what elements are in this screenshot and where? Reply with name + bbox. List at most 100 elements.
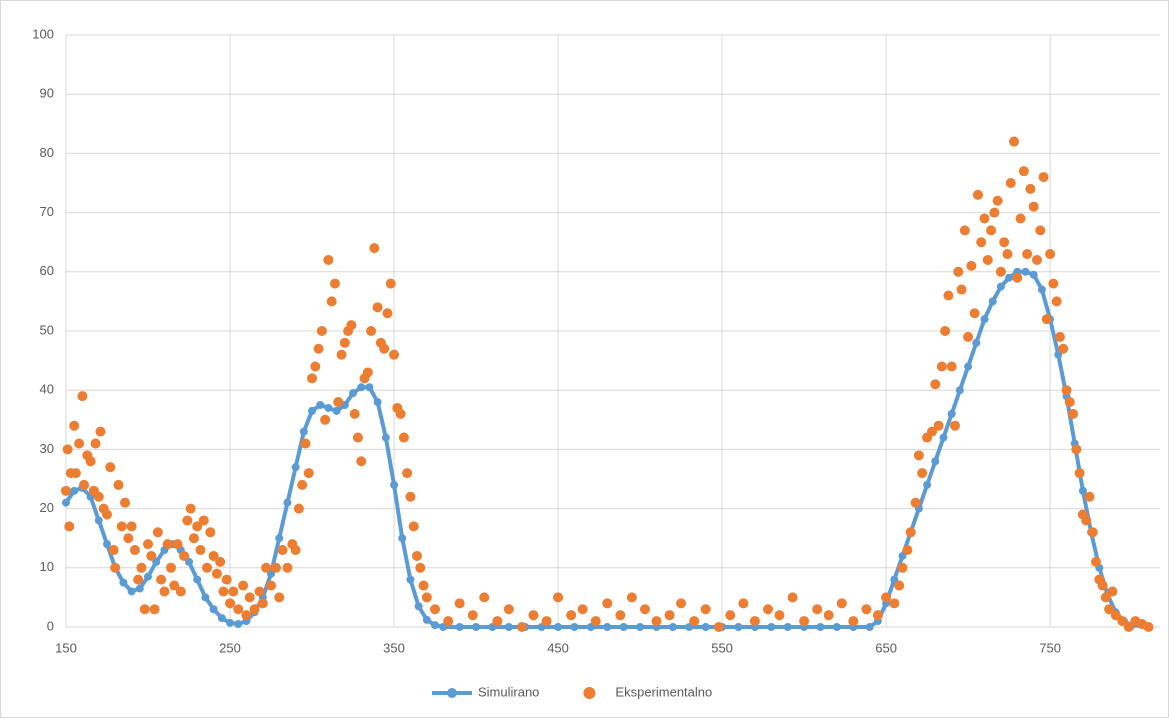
data-point: [1097, 580, 1108, 591]
data-point: [198, 515, 209, 526]
data-point: [799, 616, 810, 627]
marks-layer: [61, 136, 1154, 632]
data-point: [69, 420, 80, 431]
data-point: [249, 604, 260, 615]
data-point: [352, 432, 363, 443]
data-point: [676, 598, 687, 609]
data-point: [787, 592, 798, 603]
data-point: [316, 401, 325, 409]
data-point: [313, 343, 324, 354]
data-point: [865, 623, 874, 631]
data-point: [61, 485, 71, 496]
data-point: [275, 534, 284, 543]
data-point: [398, 432, 409, 443]
y-tick-label: 70: [40, 204, 54, 219]
data-point: [783, 623, 792, 631]
data-point: [1012, 272, 1023, 283]
data-point: [615, 610, 626, 621]
data-point: [504, 623, 513, 631]
data-point: [897, 562, 908, 573]
data-point: [144, 572, 153, 581]
data-point: [274, 592, 285, 603]
data-point: [1038, 172, 1049, 183]
data-point: [333, 397, 344, 408]
data-point: [169, 580, 180, 591]
data-point: [516, 622, 527, 632]
data-point: [102, 509, 113, 520]
data-point: [668, 623, 677, 631]
data-point: [1054, 331, 1065, 342]
data-point: [923, 480, 932, 489]
data-point: [566, 610, 577, 621]
data-point: [1018, 166, 1029, 177]
data-point: [1051, 296, 1062, 307]
data-point: [992, 195, 1003, 206]
data-point: [917, 468, 928, 479]
data-point: [188, 533, 199, 544]
data-point: [320, 414, 331, 425]
data-point: [1041, 314, 1052, 325]
data-point: [1029, 270, 1038, 279]
data-point: [211, 568, 222, 579]
y-tick-label: 50: [40, 322, 54, 337]
data-point: [577, 604, 588, 615]
data-point: [283, 498, 292, 507]
data-point: [913, 450, 924, 461]
legend-marker: [447, 688, 457, 698]
data-point: [989, 207, 1000, 218]
data-point: [291, 463, 300, 472]
data-point: [602, 598, 613, 609]
data-point: [816, 623, 825, 631]
data-point: [940, 326, 951, 336]
data-point: [1110, 610, 1121, 621]
data-point: [479, 592, 490, 603]
y-tick-label: 40: [40, 382, 54, 397]
data-point: [62, 444, 73, 455]
data-point: [182, 515, 193, 526]
data-point: [590, 616, 601, 627]
x-tick-label: 650: [875, 640, 897, 655]
data-point: [116, 521, 127, 532]
data-point: [467, 610, 478, 621]
grid-layer: 0 10 20 30 40 50 60 70 80 90 100 150 250 350 450 550 650…: [32, 26, 1160, 655]
data-point: [323, 254, 334, 265]
data-point: [195, 545, 206, 556]
data-point: [1009, 136, 1020, 147]
data-point: [185, 503, 196, 514]
data-point: [1015, 213, 1026, 224]
data-point: [405, 491, 416, 502]
data-point: [129, 545, 140, 556]
data-point: [762, 604, 773, 615]
data-point: [947, 409, 956, 418]
data-point: [119, 578, 128, 587]
data-point: [162, 539, 173, 550]
x-tick-label: 250: [219, 640, 241, 655]
data-point: [77, 391, 88, 402]
data-point: [233, 604, 244, 615]
data-point: [1084, 491, 1095, 502]
data-point: [872, 610, 883, 621]
legend-label: Simulirano: [478, 684, 539, 699]
data-point: [159, 586, 170, 597]
data-point: [201, 593, 210, 602]
data-point: [310, 361, 321, 372]
data-point: [1035, 225, 1046, 236]
y-tick-label: 60: [40, 263, 54, 278]
data-point: [541, 616, 552, 627]
data-point: [651, 616, 662, 627]
x-tick-label: 550: [711, 640, 733, 655]
data-point: [689, 616, 700, 627]
data-point: [381, 433, 390, 442]
data-point: [241, 610, 252, 621]
data-point: [472, 623, 481, 631]
data-point: [152, 527, 163, 538]
data-point: [713, 622, 724, 632]
data-point: [492, 616, 503, 627]
data-point: [1025, 183, 1036, 194]
y-tick-label: 0: [47, 618, 54, 633]
data-point: [953, 266, 964, 277]
data-point: [365, 383, 374, 392]
data-point: [93, 491, 104, 502]
data-point: [70, 486, 79, 495]
